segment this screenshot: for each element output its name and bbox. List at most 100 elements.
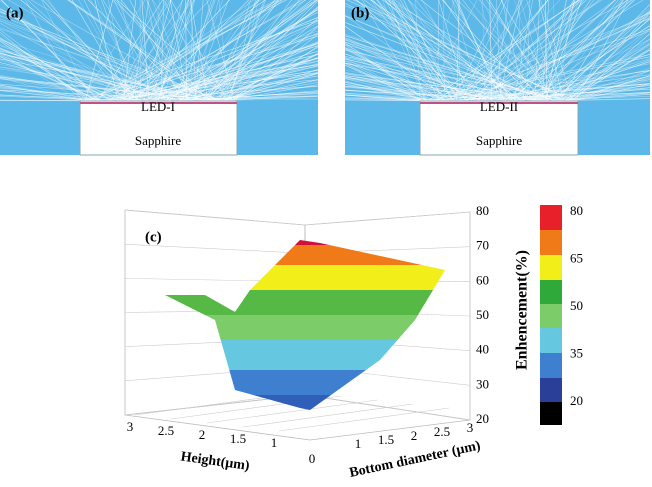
ray <box>376 0 455 102</box>
ray <box>112 0 262 102</box>
z-tick-label: 20 <box>476 411 489 426</box>
diameter-tick-label: 0 <box>309 451 316 466</box>
ray <box>0 86 114 102</box>
substrate-label: Sapphire <box>476 133 522 148</box>
ray <box>191 0 229 102</box>
ray <box>207 0 318 102</box>
panel-label: (a) <box>6 5 24 21</box>
ray <box>170 0 228 102</box>
ray <box>559 0 624 102</box>
ray <box>232 25 318 102</box>
colorbar-tick-label: 80 <box>570 203 583 218</box>
ray <box>495 58 650 102</box>
ray <box>422 0 455 102</box>
ray <box>364 0 476 102</box>
ray <box>537 0 624 102</box>
ray <box>0 31 85 102</box>
height-tick-label: 2.5 <box>158 423 174 438</box>
ray <box>0 44 170 102</box>
ray <box>0 94 143 102</box>
ray <box>345 38 481 102</box>
diameter-tick-label: 2.5 <box>434 424 450 439</box>
ray <box>504 0 633 102</box>
ray <box>81 97 318 102</box>
ray <box>78 0 135 102</box>
ray <box>45 0 136 102</box>
ray <box>345 97 456 102</box>
ray <box>131 0 303 102</box>
ray <box>151 0 195 102</box>
ray <box>403 0 454 102</box>
device-label: LED-II <box>480 99 518 114</box>
ray <box>0 26 207 102</box>
height-tick-label: 2 <box>199 427 206 442</box>
ray <box>173 0 215 102</box>
ray <box>0 39 194 102</box>
ray <box>460 74 650 102</box>
ray <box>149 0 189 102</box>
ray <box>0 52 168 102</box>
colorbar-title: Enhencement(%) <box>514 250 531 370</box>
ray <box>0 83 237 102</box>
ray <box>118 0 266 102</box>
ray <box>0 50 218 102</box>
ray <box>415 0 421 102</box>
ray <box>388 0 427 102</box>
chip <box>419 100 579 156</box>
ray <box>0 52 174 102</box>
ray <box>219 0 318 102</box>
ray <box>201 6 318 102</box>
ray <box>85 0 114 102</box>
ray <box>227 0 266 102</box>
ray <box>527 0 635 102</box>
ray <box>200 0 306 102</box>
ray <box>558 93 650 102</box>
ray <box>193 0 279 102</box>
ray <box>0 54 213 102</box>
ray <box>0 56 100 102</box>
ray <box>153 32 318 102</box>
ray <box>209 82 318 102</box>
ray <box>425 54 650 102</box>
z-tick-label: 30 <box>476 376 489 391</box>
ray <box>86 93 318 102</box>
ray <box>205 58 318 102</box>
ray <box>83 0 135 102</box>
ray <box>481 0 536 102</box>
ray <box>477 0 521 102</box>
device-label: LED-I <box>141 99 175 114</box>
ray <box>143 0 172 102</box>
ray <box>174 0 318 102</box>
z-tick-label: 80 <box>476 203 489 218</box>
ray <box>143 20 318 102</box>
grid-line <box>242 403 414 428</box>
ray <box>119 43 318 102</box>
ray <box>0 50 207 102</box>
ray <box>407 0 470 102</box>
ray <box>102 0 283 102</box>
ray <box>1 0 99 102</box>
ray <box>400 0 459 102</box>
ray <box>345 86 499 102</box>
grid-line <box>278 407 450 432</box>
ray <box>0 59 133 102</box>
ray <box>564 75 650 102</box>
ray <box>422 0 475 102</box>
grid-line <box>206 399 378 424</box>
ray <box>540 0 573 102</box>
ray <box>111 0 171 102</box>
ray <box>547 98 650 102</box>
ray <box>117 0 161 102</box>
ray <box>345 5 578 102</box>
ray <box>345 37 514 102</box>
ray <box>198 43 318 102</box>
ray <box>345 75 508 102</box>
chip <box>79 100 238 156</box>
ray <box>195 0 204 102</box>
ray <box>0 51 99 102</box>
ray <box>392 0 453 102</box>
ray <box>94 0 119 102</box>
ray <box>575 0 629 102</box>
ray <box>7 0 183 102</box>
axis-title: Height(μm) <box>180 449 251 474</box>
